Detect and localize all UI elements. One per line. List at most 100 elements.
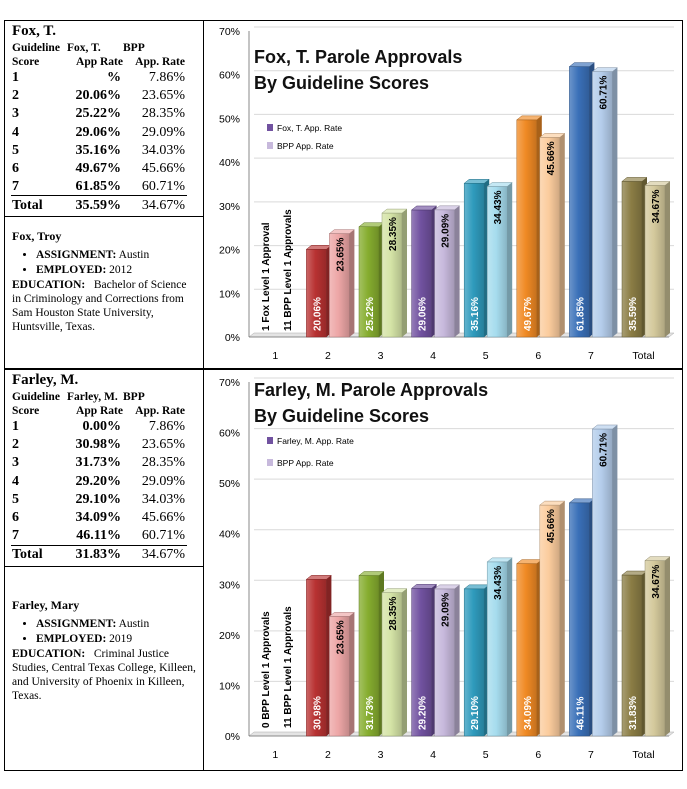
row-score: Total	[12, 547, 43, 563]
row-officer-rate: 31.83%	[75, 547, 122, 563]
category-label: 3	[378, 749, 384, 761]
score-row: 7 46.11% 60.71%	[5, 527, 203, 546]
score-row: 1 0.00% 7.86%	[5, 418, 203, 437]
row-score: 6	[12, 161, 19, 176]
y-tick-label: 40%	[219, 529, 240, 541]
category-label: 2	[325, 350, 331, 362]
y-tick-label: 30%	[219, 579, 240, 591]
legend-label: Fox, T. App. Rate	[277, 123, 342, 133]
bar-bpp	[591, 424, 619, 737]
row-bpp-rate: 34.03%	[141, 491, 185, 507]
row-score: 4	[12, 473, 19, 489]
row-score: 5	[12, 142, 19, 158]
y-tick-label: 50%	[219, 113, 240, 125]
row-officer-rate: 25.22%	[75, 106, 122, 122]
bio-assignment: ASSIGNMENT: Austin	[36, 248, 198, 263]
row-officer-rate: 29.06%	[75, 124, 122, 140]
header-bpp-rate: BPP App. Rate	[123, 391, 185, 417]
row-bpp-rate: 29.09%	[141, 473, 185, 489]
row-score: 1	[12, 419, 19, 434]
category-label: 6	[535, 350, 541, 362]
bar-bpp	[433, 584, 461, 737]
score-row: 6 49.67% 45.66%	[5, 160, 203, 179]
row-score: 6	[12, 510, 19, 525]
row-bpp-rate: 45.66%	[141, 510, 185, 525]
legend-swatch	[267, 142, 273, 149]
row-bpp-rate: 60.71%	[141, 528, 185, 544]
row-score: 5	[12, 491, 19, 507]
bar-bpp	[328, 612, 356, 737]
bar-bpp	[539, 133, 566, 338]
data-label: 23.65%	[335, 238, 346, 272]
row-officer-rate: 35.59%	[75, 198, 122, 214]
bar-bpp	[591, 67, 619, 338]
bio-employed: EMPLOYED: 2012	[36, 263, 198, 278]
bio-education: EDUCATION: Bachelor of Science in Crimin…	[12, 279, 187, 333]
row-bpp-rate: 28.35%	[141, 455, 185, 471]
data-label: 34.67%	[651, 565, 662, 599]
row-score: 3	[12, 106, 19, 122]
row-officer-rate: 46.11%	[76, 528, 121, 544]
row-bpp-rate: 45.66%	[141, 161, 185, 176]
chart-title: Farley, M. Parole Approvals	[254, 380, 488, 400]
bar-officer	[621, 570, 648, 737]
level1-annotation: 1 Fox Level 1 Approval	[261, 222, 272, 331]
row-bpp-rate: 34.67%	[141, 547, 185, 563]
bar-bpp	[644, 556, 671, 737]
approval-chart-fox: 0% 10% 20% 30% 40% 50% 60% 70% Fox, T. Parole Ap…	[204, 21, 682, 368]
header-score: Guideline Score	[12, 42, 60, 68]
approval-chart-svg: 0% 10% 20% 30% 40% 50% 60% 70% Farley, M. Parole…	[219, 377, 675, 761]
header-score: Guideline Score	[12, 391, 60, 417]
category-label: 4	[430, 350, 436, 362]
bar-bpp	[486, 557, 513, 737]
category-label: 4	[430, 749, 436, 761]
legend-label: BPP App. Rate	[277, 141, 334, 151]
score-row: 3 31.73% 28.35%	[5, 454, 203, 473]
score-row: 5 29.10% 34.03%	[5, 491, 203, 510]
score-row: 4 29.20% 29.09%	[5, 473, 203, 492]
data-label: 31.83%	[628, 696, 639, 730]
rates-table: Farley, M. Guideline Score Farley, M. App …	[5, 370, 203, 567]
officer-panel-farley: Farley, M. Guideline Score Farley, M. App …	[4, 369, 683, 771]
y-tick-label: 10%	[219, 680, 240, 692]
y-tick-label: 30%	[219, 201, 240, 213]
level1-annotation: 0 BPP Level 1 Approvals	[261, 611, 272, 728]
bar-bpp	[486, 182, 513, 338]
data-label: 29.06%	[418, 297, 429, 331]
data-label: 28.35%	[388, 217, 399, 251]
category-label: 1	[272, 749, 278, 761]
level1-annotation: 11 BPP Level 1 Approvals	[283, 606, 294, 728]
officer-name: Farley, M.	[12, 372, 79, 388]
score-row: 3 25.22% 28.35%	[5, 105, 203, 124]
category-label: Total	[632, 350, 654, 362]
data-label: 60.71%	[598, 76, 609, 110]
data-label: 34.67%	[651, 189, 662, 223]
data-label: 29.10%	[470, 696, 481, 730]
left-column: Fox, T. Guideline Score Fox, T. App Rate B…	[5, 21, 204, 368]
row-officer-rate: 31.73%	[75, 455, 122, 471]
row-bpp-rate: 23.65%	[141, 437, 185, 453]
score-row: 1% 7.86%	[5, 69, 203, 88]
data-label: 29.09%	[441, 593, 452, 627]
row-officer-rate: 29.20%	[75, 473, 122, 489]
row-bpp-rate: 34.03%	[141, 142, 185, 158]
approval-chart-svg: 0% 10% 20% 30% 40% 50% 60% 70% Fox, T. Parole Ap…	[219, 26, 675, 362]
total-row: Total 31.83% 34.67%	[5, 546, 203, 565]
category-label: 3	[378, 350, 384, 362]
legend-label: BPP App. Rate	[277, 458, 334, 468]
score-row: 4 29.06% 29.09%	[5, 124, 203, 143]
total-separator	[11, 545, 187, 546]
bar-bpp	[328, 229, 356, 338]
category-label: 5	[483, 350, 489, 362]
data-label: 45.66%	[546, 141, 557, 175]
row-bpp-rate: 60.71%	[141, 179, 185, 195]
row-score: Total	[12, 198, 43, 214]
data-label: 35.16%	[470, 297, 481, 331]
bio-education: EDUCATION: Criminal Justice Studies, Cen…	[12, 648, 196, 702]
category-label: 7	[588, 749, 594, 761]
data-label: 61.85%	[575, 297, 586, 331]
bar-bpp	[381, 588, 408, 737]
row-score: 7	[12, 528, 19, 544]
row-bpp-rate: 34.67%	[141, 198, 185, 214]
data-label: 34.09%	[523, 696, 534, 730]
